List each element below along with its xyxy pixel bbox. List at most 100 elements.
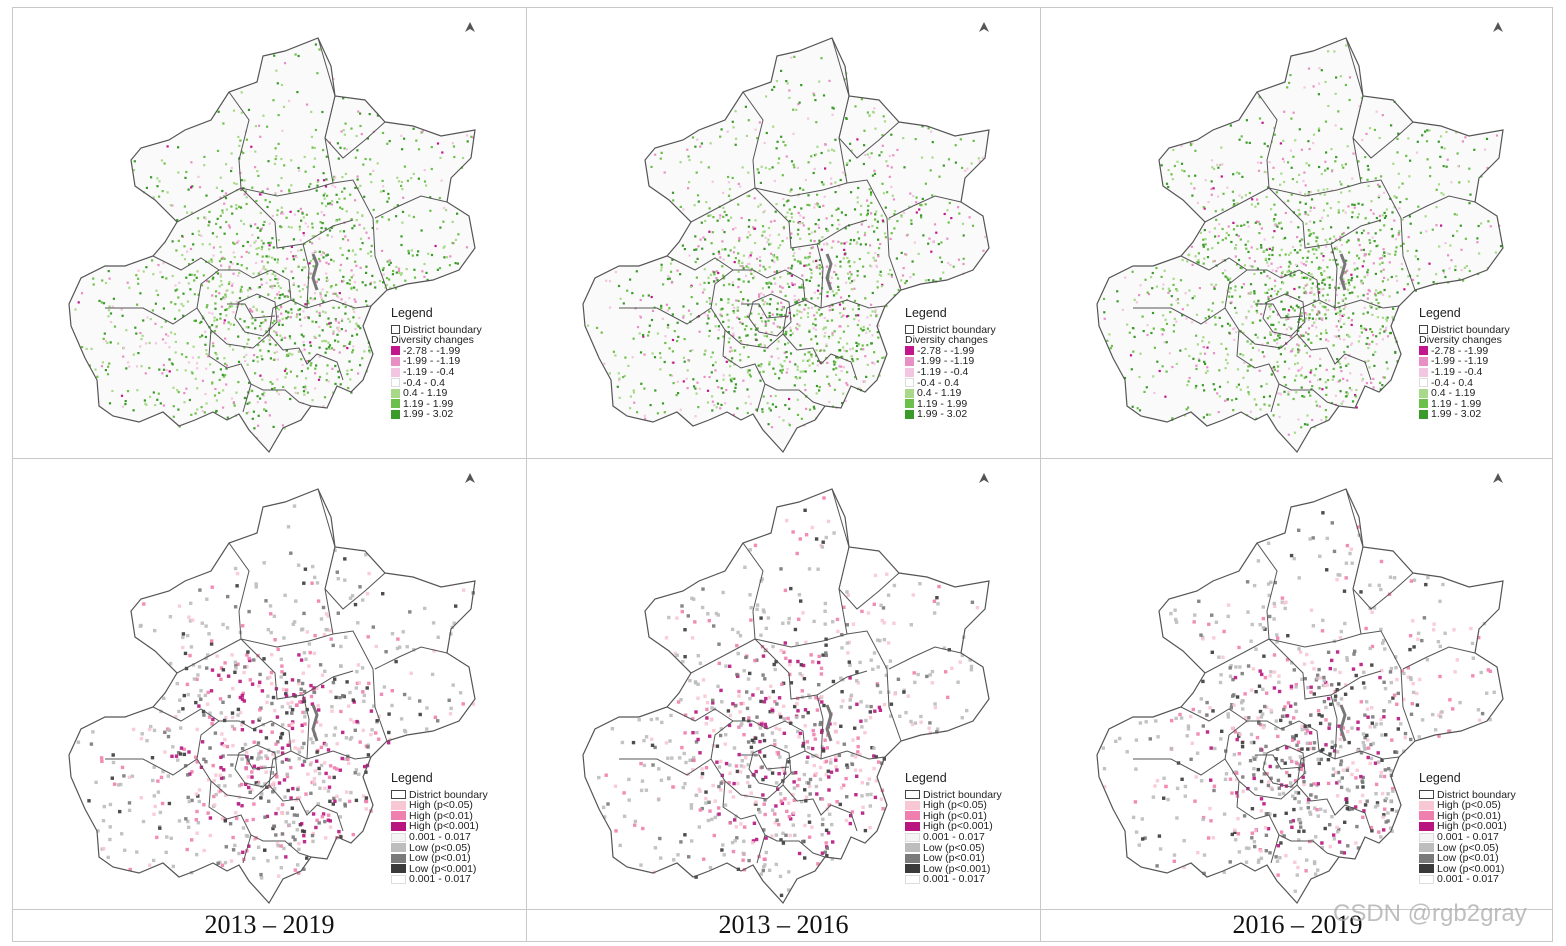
district-boundary [846, 179, 902, 291]
diversity-change-map-1: Legend District boundary Diversity changes… [13, 8, 526, 458]
row-divider [12, 458, 1553, 459]
district-boundary [152, 706, 220, 722]
legend-swatch [391, 410, 400, 420]
legend-row: 0.001 - 0.017 [391, 874, 488, 885]
district-boundary [234, 293, 278, 337]
legend-label: High (p<0.001) [409, 820, 479, 833]
legend-label: Low (p<0.05) [409, 841, 471, 854]
map-canvas [1096, 22, 1504, 454]
legend-label: -1.99 - -1.19 [917, 355, 975, 368]
legend-label: -0.4 - 0.4 [917, 376, 960, 389]
district-boundary [782, 784, 858, 832]
map-canvas [582, 473, 990, 905]
legend-swatch [1419, 875, 1434, 885]
river [825, 253, 833, 291]
study-area-fill [583, 489, 989, 903]
legend-swatch [391, 790, 406, 800]
district-boundary [754, 638, 868, 700]
hotspot-cells [1101, 511, 1496, 893]
district-boundary [1247, 720, 1320, 752]
legend-swatch [1419, 864, 1434, 874]
district-boundary [741, 754, 790, 770]
legend-row: High (p<0.01) [391, 811, 488, 822]
map-canvas [68, 22, 476, 454]
legend-subtitle: Diversity changes [905, 334, 988, 347]
legend-swatch [1419, 843, 1434, 853]
legend-swatch [391, 357, 400, 367]
city-boundary [68, 37, 476, 454]
district-boundary [176, 187, 242, 223]
legend-row-boundary: District boundary [1419, 790, 1516, 801]
legend-swatch [391, 325, 400, 335]
legend-row: Low (p<0.001) [905, 864, 1002, 875]
district-boundary [324, 546, 386, 610]
district-boundary [816, 694, 824, 760]
district-boundary [1256, 542, 1338, 648]
district-boundary [1360, 179, 1416, 291]
legend-label: 0.001 - 0.017 [409, 873, 471, 886]
legend-row: -0.4 - 0.4 [1419, 377, 1510, 388]
diversity-cells [74, 43, 475, 439]
legend-swatch [1419, 357, 1428, 367]
legend-label: -1.99 - -1.19 [1431, 355, 1489, 368]
legend-label: -1.99 - -1.19 [403, 355, 461, 368]
row-divider [12, 909, 1553, 910]
legend-label: 0.001 - 0.017 [409, 830, 471, 843]
city-boundary [1096, 37, 1504, 454]
legend-swatch [391, 367, 400, 377]
legend-subtitle: Diversity changes [391, 334, 474, 347]
legend-row: Low (p<0.05) [905, 842, 1002, 853]
legend-label: High (p<0.01) [409, 809, 473, 822]
legend-label: Low (p<0.05) [1437, 841, 1499, 854]
district-boundary [1268, 638, 1382, 700]
watermark: CSDN @rgb2gray [1333, 900, 1527, 927]
legend-row: -1.99 - -1.19 [905, 356, 996, 367]
district-boundary [240, 187, 354, 249]
legend-row-boundary: District boundary [905, 790, 1002, 801]
legend-label: 0.4 - 1.19 [403, 387, 448, 400]
legend-label: 0.001 - 0.017 [923, 830, 985, 843]
legend-row: Low (p<0.01) [391, 853, 488, 864]
district-boundary [742, 542, 824, 648]
legend-title: Legend [905, 306, 947, 320]
district-boundary [1236, 329, 1280, 413]
legend-row: Low (p<0.05) [1419, 842, 1516, 853]
legend-label: -1.19 - -0.4 [1431, 365, 1483, 378]
hotspot-cells [76, 504, 475, 880]
legend-label: 1.99 - 3.02 [403, 408, 454, 421]
study-area-fill [583, 38, 989, 452]
legend-title: Legend [391, 306, 433, 320]
legend-swatch [391, 864, 406, 874]
legend-row: 0.4 - 1.19 [1419, 388, 1510, 399]
north-arrow-icon [979, 22, 989, 32]
district-boundary [690, 638, 756, 674]
district-boundary [1204, 187, 1270, 223]
hotspot-map-2: Legend District boundary High (p<0.05) High… [527, 459, 1040, 909]
district-boundary [302, 694, 310, 760]
legend-row: 1.99 - 3.02 [1419, 409, 1510, 420]
district-boundary [733, 720, 806, 752]
legend-swatch [905, 367, 914, 377]
legend-label: -1.19 - -0.4 [403, 365, 455, 378]
district-boundary [324, 95, 386, 159]
caption-col-1: 2013 – 2019 [204, 910, 335, 939]
legend-swatch [905, 843, 920, 853]
legend-swatch [391, 346, 400, 356]
legend-label: -2.78 - -1.99 [403, 344, 461, 357]
legend-swatch [1419, 800, 1434, 810]
legend-label: Low (p<0.01) [923, 852, 985, 865]
legend-label: 1.99 - 3.02 [917, 408, 968, 421]
district-boundary [1133, 307, 1226, 325]
district-boundary [816, 243, 824, 309]
legend-swatch [905, 399, 914, 409]
legend-row: -2.78 - -1.99 [391, 346, 482, 357]
legend-label: High (p<0.001) [923, 820, 993, 833]
district-boundary [1352, 546, 1414, 610]
district-boundary [1402, 646, 1476, 670]
legend-swatch [905, 378, 914, 388]
legend-label: Low (p<0.01) [409, 852, 471, 865]
legend-swatch [1419, 325, 1428, 335]
legend-swatch [905, 832, 920, 842]
district-boundary [722, 329, 766, 413]
legend-swatch [1419, 378, 1428, 388]
